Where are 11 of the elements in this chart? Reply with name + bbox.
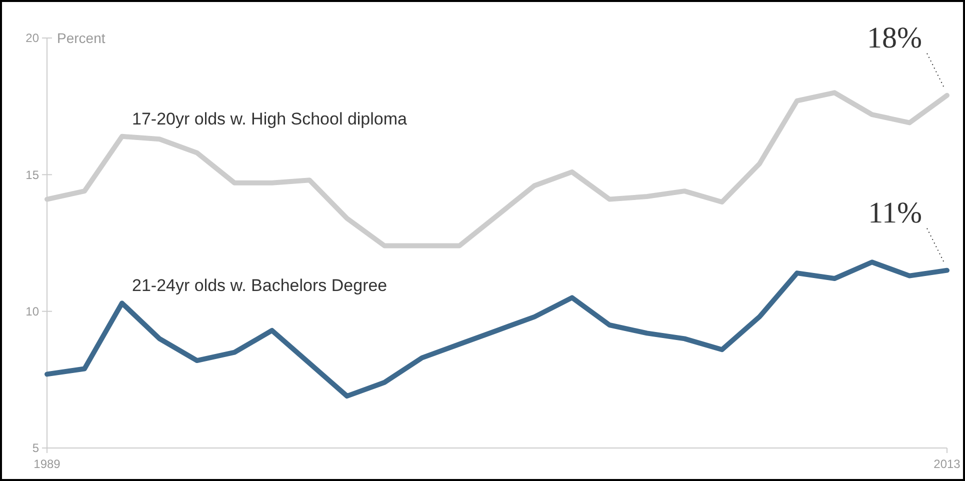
x-tick-label: 2013 [934, 457, 961, 471]
x-tick-label: 1989 [34, 457, 61, 471]
y-tick-label: 10 [26, 304, 40, 319]
series-label: 17-20yr olds w. High School diploma [132, 109, 408, 128]
series-label: 21-24yr olds w. Bachelors Degree [132, 276, 388, 296]
annotation: 18% [867, 21, 922, 54]
annotation: 11% [868, 196, 922, 230]
y-axis-title: Percent [57, 30, 106, 46]
y-tick-label: 15 [26, 168, 40, 182]
y-tick-label: 20 [26, 31, 40, 46]
y-tick-label: 5 [32, 441, 40, 456]
